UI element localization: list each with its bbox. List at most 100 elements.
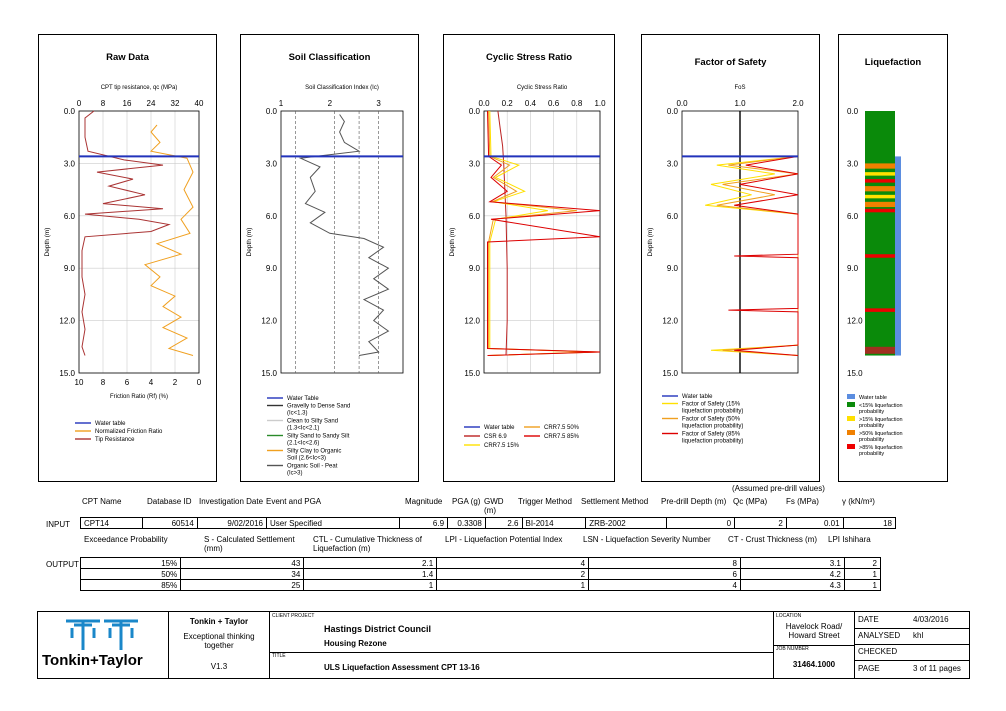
depth-tick-label: 12.0 xyxy=(662,317,678,326)
job-label: JOB NUMBER xyxy=(776,646,809,652)
input-header: Pre-drill Depth (m) xyxy=(661,497,727,506)
bottom-tick-label: 8 xyxy=(101,378,106,387)
logo-text: Tonkin+Taylor xyxy=(42,652,143,669)
legend-label: Normalized Friction Ratio xyxy=(95,429,163,435)
x-tick-label: 3 xyxy=(376,99,381,108)
legend-label: <15% liquefaction xyxy=(859,403,903,409)
liquefaction-band xyxy=(865,194,895,199)
output-cell: 8 xyxy=(588,557,741,569)
location-label: LOCATION xyxy=(776,613,802,619)
output-cell: 1 xyxy=(303,579,438,591)
depth-tick-label: 12.0 xyxy=(847,317,863,326)
depth-tick-label: 6.0 xyxy=(847,212,859,221)
panel-title: Factor of Safety xyxy=(694,57,767,68)
x-tick-label: 32 xyxy=(171,99,180,108)
legend-label: (2.1<Ic<2.6) xyxy=(287,441,319,447)
output-cell: 6 xyxy=(588,568,741,580)
page-label: PAGE xyxy=(858,664,880,673)
depth-tick-label: 15.0 xyxy=(59,369,75,378)
x-axis-label: Soil Classification Index (Ic) xyxy=(305,85,379,91)
legend-label: Factor of Safety (15% xyxy=(682,402,741,408)
panel-title: Liquefaction xyxy=(864,57,922,68)
legend-label: (1.3<Ic<2.1) xyxy=(287,426,319,432)
output-cell: 2 xyxy=(843,557,882,569)
depth-tick-label: 3.0 xyxy=(667,159,679,168)
depth-tick-label: 9.0 xyxy=(266,264,278,273)
legend-label: Gravelly to Dense Sand xyxy=(287,404,350,410)
x-tick-label: 1.0 xyxy=(594,99,606,108)
input-cell: 0.3308 xyxy=(447,517,486,529)
series-line xyxy=(143,124,194,356)
input-cell: 6.9 xyxy=(399,517,449,529)
bottom-tick-label: 2 xyxy=(173,378,178,387)
input-cell: BI-2014 xyxy=(521,517,587,529)
input-header: Database ID xyxy=(147,497,192,506)
depth-tick-label: 6.0 xyxy=(469,212,481,221)
x-tick-label: 2.0 xyxy=(792,99,804,108)
legend-label: liquefaction probability) xyxy=(682,439,743,445)
input-cell: User Specified xyxy=(265,517,401,529)
legend-label: Water Table xyxy=(287,396,319,402)
output-cell: 25 xyxy=(180,579,305,591)
plot-frame xyxy=(280,110,404,374)
depth-tick-label: 0.0 xyxy=(266,107,278,116)
output-cell: 15% xyxy=(79,557,182,569)
legend-label: CRR7.5 15% xyxy=(484,443,520,449)
legend-label: probability xyxy=(859,451,884,457)
legend-label: CRR7.5 50% xyxy=(544,425,580,431)
legend-label: liquefaction probability) xyxy=(682,424,743,430)
depth-tick-label: 15.0 xyxy=(662,369,678,378)
output-cell: 2 xyxy=(436,568,590,580)
output-header: Exceedance Probability xyxy=(84,535,168,544)
legend-label: probability xyxy=(859,423,884,429)
series-line xyxy=(487,110,601,356)
output-cell: 85% xyxy=(79,579,182,591)
assumed-note: (Assumed pre-drill values) xyxy=(732,484,825,493)
depth-tick-label: 0.0 xyxy=(847,107,859,116)
x-axis-label: FoS xyxy=(734,85,745,91)
version: V1.3 xyxy=(210,662,228,671)
x-tick-label: 0 xyxy=(77,99,82,108)
output-cell: 4 xyxy=(436,557,590,569)
liquefaction-chart: 0.0 3.0 6.0 9.0 12.0 15.0 Water table <15% liqu… xyxy=(847,107,903,457)
legend-swatch xyxy=(847,444,855,449)
legend-label: Factor of Safety (50% xyxy=(682,417,741,423)
legend-label: Clean to Silty Sand xyxy=(287,419,338,425)
location-cell: LOCATION Havelock Road/ Howard Street JO… xyxy=(774,612,855,678)
location-value: Havelock Road/ Howard Street xyxy=(785,622,843,640)
liquefaction-band xyxy=(865,179,895,183)
output-cell: 1 xyxy=(843,568,882,580)
x-axis-label: CPT tip resistance, qc (MPa) xyxy=(101,85,178,91)
output-cell: 43 xyxy=(180,557,305,569)
input-label: INPUT xyxy=(46,520,70,529)
depth-tick-label: 3.0 xyxy=(847,159,859,168)
analysed-label: ANALYSED xyxy=(858,631,901,640)
liquefaction-band xyxy=(865,254,895,258)
tagline: Exceptional thinking together xyxy=(183,632,255,650)
client-name: Hastings District Council xyxy=(324,624,432,634)
depth-tick-label: 9.0 xyxy=(64,264,76,273)
checked-label: CHECKED xyxy=(858,647,898,656)
legend-label: Water table xyxy=(682,394,713,400)
output-header: CTL - Cumulative Thickness of Liquefacti… xyxy=(313,535,422,553)
output-header: CT - Crust Thickness (m) xyxy=(728,535,818,544)
bottom-tick-label: 10 xyxy=(75,378,84,387)
soil-classification-chart: 0.0 3.0 6.0 9.0 12.0 15.0 Depth (m) 1 2 3 Soil Cla… xyxy=(246,85,404,477)
legend-label: Tip Resistance xyxy=(95,437,135,443)
input-cell: 2.6 xyxy=(484,517,523,529)
depth-tick-label: 15.0 xyxy=(464,369,480,378)
output-header: S - Calculated Settlement (mm) xyxy=(204,535,295,553)
panel-factor-of-safety: Factor of Safety 0.0 3.0 6.0 9.0 12.0 15.0 Dep… xyxy=(641,34,820,482)
panel-raw-data: Raw Data 0.0 3.0 6.0 9.0 12.0 15.0 Depth (m) 0 8… xyxy=(38,34,217,482)
legend-swatch xyxy=(847,416,855,421)
panel-title: Soil Classification xyxy=(288,52,371,63)
legend-label: Water table xyxy=(484,425,515,431)
job-number: 31464.1000 xyxy=(792,660,836,669)
legend-swatch xyxy=(847,430,855,435)
series-line xyxy=(488,110,601,356)
x-axis-label: Cyclic Stress Ratio xyxy=(517,85,568,91)
x-tick-label: 8 xyxy=(101,99,106,108)
input-header: GWD (m) xyxy=(484,497,504,515)
depth-tick-label: 0.0 xyxy=(64,107,76,116)
depth-tick-label: 9.0 xyxy=(469,264,481,273)
